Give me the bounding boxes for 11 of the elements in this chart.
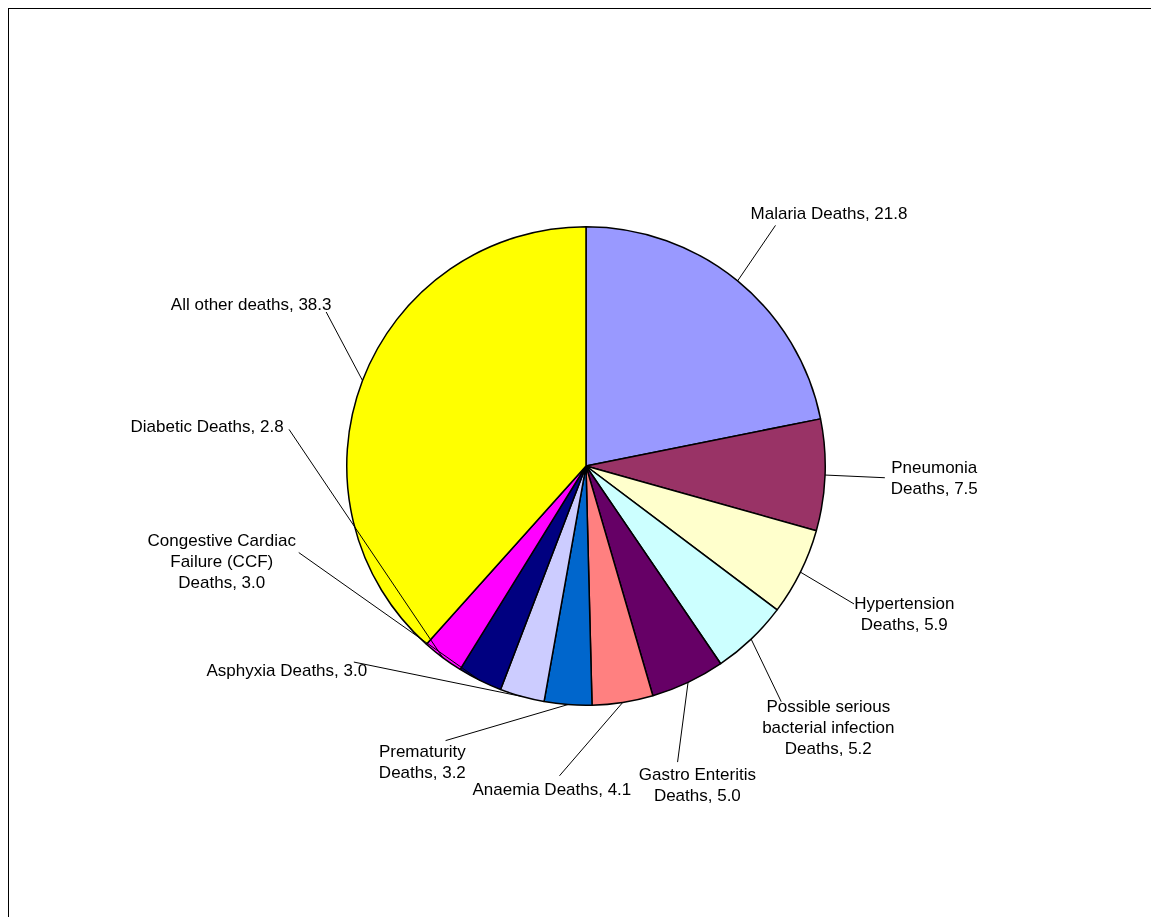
- slice-label: Diabetic Deaths, 2.8: [130, 417, 284, 437]
- slice-label: Prematurity Deaths, 3.2: [378, 741, 467, 782]
- slice-label: Malaria Deaths, 21.8: [750, 203, 908, 223]
- slice-label: Congestive Cardiac Failure (CCF) Deaths, 3.0: [147, 531, 297, 593]
- slice-label: Pneumonia Deaths, 7.5: [890, 457, 978, 498]
- slice-label: Anaemia Deaths, 4.1: [472, 779, 632, 799]
- slice-label: Possible serious bacterial infection Deaths, 5.2: [762, 697, 895, 759]
- slice-label: Asphyxia Deaths, 3.0: [206, 660, 368, 680]
- slice-label: Gastro Enteritis Deaths, 5.0: [638, 765, 756, 806]
- slice-label: Hypertension Deaths, 5.9: [854, 594, 955, 635]
- slice-label: All other deaths, 38.3: [170, 294, 332, 314]
